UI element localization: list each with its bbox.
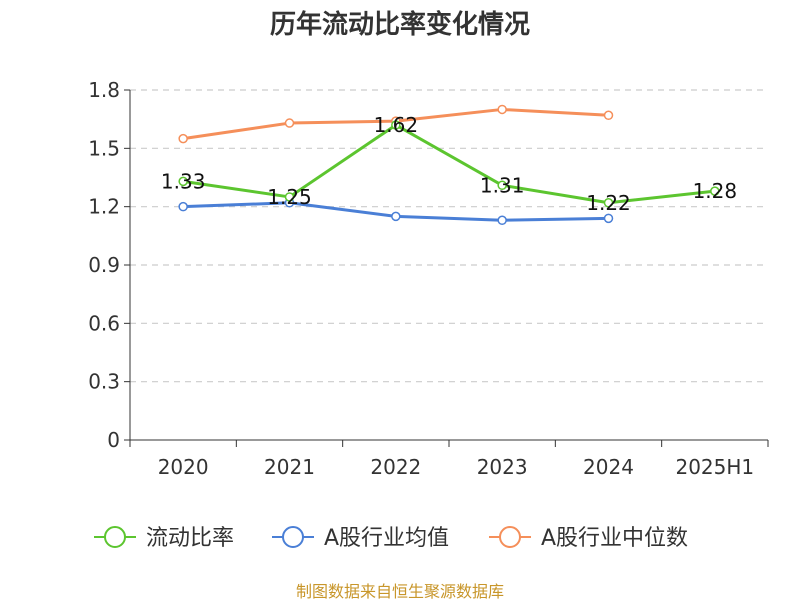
x-tick-label: 2020 <box>158 455 209 479</box>
y-tick-label: 1.8 <box>88 78 120 102</box>
data-point <box>603 110 614 121</box>
y-tick-label: 1.5 <box>88 136 120 160</box>
legend-label: A股行业均值 <box>324 526 449 551</box>
legend-marker <box>104 526 126 548</box>
legend-marker <box>282 526 304 548</box>
data-label: 1.31 <box>480 173 525 197</box>
data-point <box>603 198 614 208</box>
data-point <box>497 104 507 115</box>
x-tick-label: 2021 <box>264 455 315 479</box>
data-point <box>178 176 188 187</box>
x-tick-label: 2022 <box>370 455 421 479</box>
data-point <box>710 186 720 196</box>
data-point <box>284 118 295 128</box>
y-tick-label: 0 <box>107 428 120 452</box>
data-point <box>391 211 401 222</box>
data-label: 1.28 <box>693 179 738 203</box>
data-label: 1.33 <box>161 169 206 193</box>
data-source-note: 制图数据来自恒生聚源数据库 <box>295 582 504 601</box>
legend-label: 流动比率 <box>146 526 234 551</box>
x-tick-label: 2024 <box>583 455 634 479</box>
y-tick-label: 0.6 <box>88 311 120 335</box>
x-tick-label: 2023 <box>477 455 528 479</box>
data-point <box>497 215 507 226</box>
y-tick-label: 1.2 <box>88 195 120 219</box>
data-point <box>284 192 295 202</box>
data-label: 1.62 <box>374 113 419 137</box>
data-point <box>603 213 614 224</box>
legend-marker <box>499 526 521 548</box>
chart-title: 历年流动比率变化情况 <box>269 10 530 40</box>
data-point <box>391 120 401 130</box>
data-label: 1.22 <box>586 191 631 215</box>
legend-label: A股行业中位数 <box>541 526 688 551</box>
series-line <box>182 123 715 205</box>
data-point <box>178 201 188 212</box>
data-point <box>178 133 188 144</box>
y-tick-label: 0.3 <box>88 370 120 394</box>
data-point <box>497 180 507 191</box>
y-tick-label: 0.9 <box>88 253 120 277</box>
data-label: 1.25 <box>267 185 312 209</box>
x-tick-label: 2025H1 <box>675 455 754 479</box>
